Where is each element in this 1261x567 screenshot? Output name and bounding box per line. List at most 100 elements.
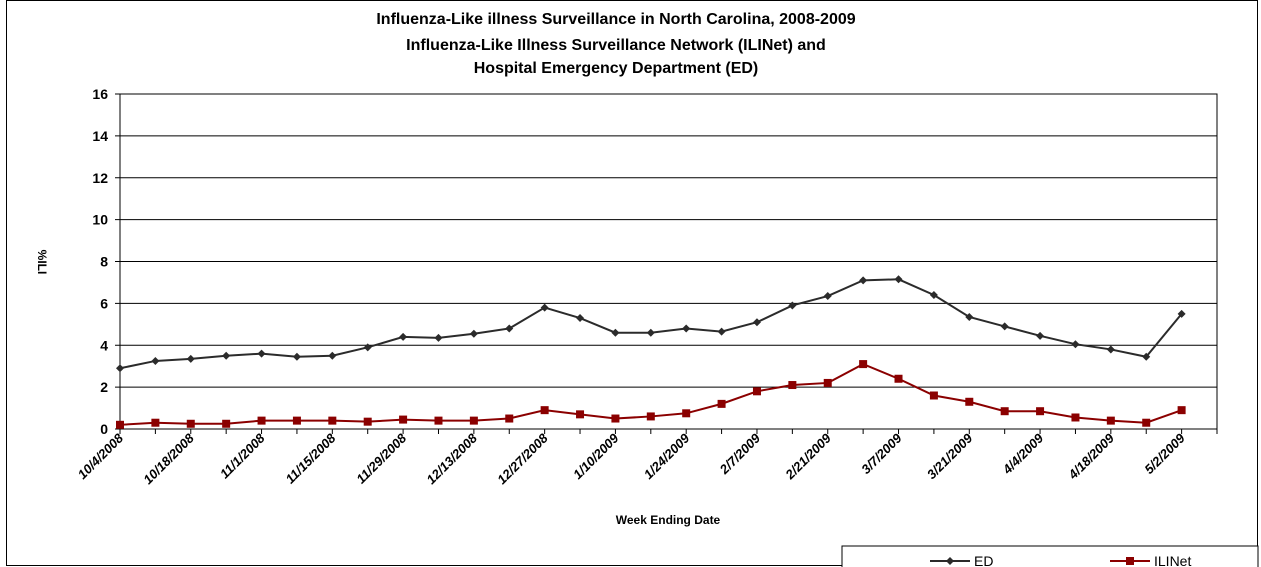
x-tick-label: 3/7/2009	[858, 430, 905, 477]
series-group	[116, 275, 1186, 429]
y-axis-label: %ILI	[35, 250, 49, 275]
y-tick-label: 10	[92, 212, 108, 228]
data-point-ed	[186, 354, 195, 363]
y-tick-label: 0	[100, 421, 108, 437]
data-point-ilinet	[752, 387, 761, 396]
data-point-ilinet	[186, 419, 195, 428]
y-tick-label: 4	[100, 337, 108, 353]
data-point-ed	[646, 328, 655, 337]
legend: ED ILINet	[841, 545, 1259, 567]
x-tick-label: 2/7/2009	[716, 430, 764, 478]
data-point-ed	[1000, 322, 1009, 331]
data-point-ed	[257, 349, 266, 358]
data-point-ilinet	[292, 416, 301, 425]
data-point-ilinet	[363, 417, 372, 426]
legend-item-ed: ED	[930, 553, 993, 567]
series-ilinet	[116, 360, 1186, 429]
data-point-ilinet	[328, 416, 337, 425]
data-point-ilinet	[611, 414, 620, 423]
data-point-ilinet	[540, 406, 549, 415]
legend-item-ilinet: ILINet	[1110, 553, 1191, 567]
x-tick-label: 11/29/2008	[353, 430, 409, 486]
data-point-ed	[965, 312, 974, 321]
data-point-ed	[717, 327, 726, 336]
data-point-ed	[540, 303, 549, 312]
data-point-ilinet	[151, 418, 160, 427]
y-tick-label: 8	[100, 254, 108, 270]
data-point-ed	[469, 329, 478, 338]
x-tick-label: 1/24/2009	[641, 430, 693, 482]
x-tick-label: 10/18/2008	[140, 430, 197, 487]
data-point-ilinet	[1142, 418, 1151, 427]
data-point-ilinet	[894, 374, 903, 383]
data-point-ilinet	[576, 410, 585, 419]
x-axis-label: Week Ending Date	[616, 513, 721, 527]
data-point-ilinet	[823, 378, 832, 387]
data-point-ilinet	[788, 381, 797, 390]
data-point-ed	[576, 314, 585, 323]
x-tick-label: 1/10/2009	[570, 430, 622, 482]
x-tick-label: 12/13/2008	[423, 430, 480, 487]
x-tick-label: 4/18/2009	[1065, 430, 1118, 483]
x-tick-label: 10/4/2008	[75, 430, 127, 482]
data-point-ed	[399, 332, 408, 341]
legend-label: ED	[974, 553, 993, 567]
x-axis-ticks: 10/4/2008 10/18/2008 11/1/2008 11/15/2008 11…	[75, 429, 1218, 487]
data-point-ed	[894, 275, 903, 284]
data-point-ilinet	[1071, 413, 1080, 422]
legend-box	[841, 545, 1259, 567]
data-point-ed	[611, 328, 620, 337]
data-point-ed	[1036, 331, 1045, 340]
data-point-ed	[1106, 345, 1115, 354]
data-point-ilinet	[646, 412, 655, 421]
data-point-ed	[788, 301, 797, 310]
data-point-ilinet	[257, 416, 266, 425]
y-tick-label: 2	[100, 379, 108, 395]
data-point-ed	[823, 292, 832, 301]
data-point-ed	[222, 351, 231, 360]
y-tick-label: 14	[92, 128, 108, 144]
grid-lines	[120, 135, 1217, 388]
data-point-ilinet	[682, 409, 691, 418]
data-point-ilinet	[859, 360, 868, 369]
chart-title-line-1: Influenza-Like illness Surveillance in N…	[376, 11, 855, 28]
data-point-ilinet	[505, 414, 514, 423]
data-point-ilinet	[434, 416, 443, 425]
data-point-ed	[929, 291, 938, 299]
y-tick-label: 12	[92, 170, 108, 186]
legend-swatch-marker	[946, 557, 954, 565]
data-point-ilinet	[399, 415, 408, 424]
x-tick-label: 4/4/2009	[999, 430, 1047, 478]
data-point-ilinet	[469, 416, 478, 425]
data-point-ed	[1071, 340, 1080, 349]
chart-title: Influenza-Like illness Surveillance in N…	[376, 11, 855, 77]
x-tick-label: 11/1/2008	[217, 430, 268, 481]
y-tick-label: 6	[100, 295, 108, 311]
chart-title-line-2: Influenza-Like Illness Surveillance Netw…	[406, 37, 826, 54]
legend-swatch-marker	[1126, 557, 1134, 565]
x-tick-label: 5/2/2009	[1141, 430, 1188, 477]
data-point-ed	[116, 364, 124, 373]
data-point-ed	[363, 343, 372, 352]
x-tick-label: 12/27/2008	[494, 430, 551, 487]
data-point-ed	[151, 356, 160, 365]
x-tick-label: 2/21/2009	[782, 430, 835, 483]
data-point-ilinet	[965, 397, 974, 406]
legend-label: ILINet	[1154, 553, 1191, 567]
data-point-ilinet	[1177, 406, 1186, 415]
data-point-ed	[752, 318, 761, 327]
y-axis-ticks: 0 2 4 6 8 10 12 14 16	[92, 86, 120, 437]
data-point-ed	[292, 352, 301, 361]
data-point-ed	[859, 276, 868, 285]
y-tick-label: 16	[92, 86, 108, 102]
series-ed	[116, 275, 1186, 373]
data-point-ilinet	[929, 391, 938, 400]
data-point-ed	[1142, 352, 1151, 361]
data-point-ed	[1177, 309, 1186, 318]
data-point-ilinet	[116, 420, 124, 429]
data-point-ilinet	[1106, 416, 1115, 425]
data-point-ilinet	[1000, 407, 1009, 416]
data-point-ed	[505, 324, 514, 333]
data-point-ilinet	[222, 419, 231, 428]
